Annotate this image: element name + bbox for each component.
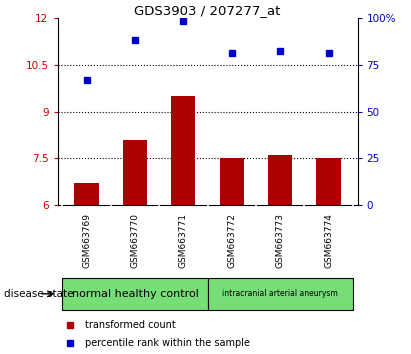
Bar [219, 159, 244, 205]
Text: transformed count: transformed count [85, 320, 175, 330]
Text: GSM663774: GSM663774 [324, 213, 333, 268]
Text: intracranial arterial aneurysm: intracranial arterial aneurysm [222, 289, 338, 298]
Title: GDS3903 / 207277_at: GDS3903 / 207277_at [134, 4, 281, 17]
Text: GSM663771: GSM663771 [179, 213, 188, 268]
Text: GSM663773: GSM663773 [276, 213, 285, 268]
Bar [74, 183, 99, 205]
Text: GSM663769: GSM663769 [82, 213, 91, 268]
Text: normal healthy control: normal healthy control [72, 289, 199, 299]
Bar [208, 278, 353, 310]
Bar [123, 140, 147, 205]
Bar [171, 96, 196, 205]
Text: GSM663772: GSM663772 [227, 213, 236, 268]
Bar [62, 278, 208, 310]
Bar [268, 155, 292, 205]
Text: disease state: disease state [4, 289, 74, 299]
Text: percentile rank within the sample: percentile rank within the sample [85, 338, 249, 348]
Text: GSM663770: GSM663770 [130, 213, 139, 268]
Bar [316, 159, 341, 205]
